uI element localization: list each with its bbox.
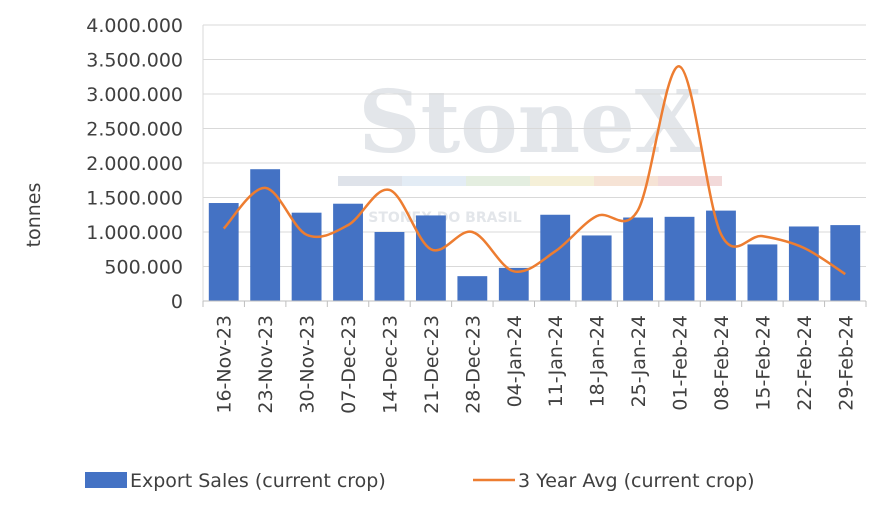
bar bbox=[830, 225, 861, 301]
x-tick-label: 01-Feb-24 bbox=[670, 315, 692, 411]
bar bbox=[208, 203, 239, 301]
watermark-brand: StoneX bbox=[358, 72, 701, 173]
avg-line bbox=[222, 65, 846, 276]
x-tick-label: 21-Dec-23 bbox=[421, 315, 443, 414]
bar bbox=[457, 276, 488, 301]
y-axis-label: tonnes bbox=[23, 183, 45, 248]
x-tick-label: 18-Jan-24 bbox=[587, 315, 609, 407]
x-tick-label: 08-Feb-24 bbox=[711, 315, 733, 411]
x-tick-label: 29-Feb-24 bbox=[835, 315, 857, 411]
bar bbox=[374, 232, 405, 301]
y-tick-label: 1.500.000 bbox=[86, 188, 183, 210]
x-tick-label: 14-Dec-23 bbox=[379, 315, 401, 414]
legend-bar-label: Export Sales (current crop) bbox=[130, 470, 386, 492]
y-tick-labels: 0 500.000 1.000.000 1.500.000 2.000.000 2.500… bbox=[86, 15, 183, 313]
bar bbox=[333, 203, 363, 301]
legend: Export Sales (current crop) 3 Year Avg (c… bbox=[85, 470, 755, 492]
watermark-stripe bbox=[466, 176, 530, 186]
x-tick-label: 11-Jan-24 bbox=[545, 315, 567, 407]
watermark-stripe bbox=[530, 176, 594, 186]
watermark-stripe bbox=[338, 176, 402, 186]
y-tick-label: 4.000.000 bbox=[86, 15, 183, 37]
x-tick-label: 25-Jan-24 bbox=[628, 315, 650, 407]
x-tick-label: 07-Dec-23 bbox=[338, 315, 360, 414]
x-tick-label: 16-Nov-23 bbox=[214, 315, 236, 414]
x-tick-label: 22-Feb-24 bbox=[794, 315, 816, 411]
x-tick-labels: 16-Nov-23 23-Nov-23 30-Nov-23 07-Dec-23 14-D… bbox=[214, 315, 858, 414]
watermark-stripe bbox=[658, 176, 722, 186]
bar bbox=[498, 267, 529, 301]
legend-line-label: 3 Year Avg (current crop) bbox=[518, 470, 755, 492]
x-tick-label: 28-Dec-23 bbox=[462, 315, 484, 414]
y-tick-label: 3.500.000 bbox=[86, 50, 183, 72]
line-series bbox=[222, 65, 846, 276]
x-tick-label: 15-Feb-24 bbox=[752, 315, 774, 411]
axes bbox=[202, 25, 867, 307]
bar bbox=[747, 244, 778, 301]
x-tick-label: 30-Nov-23 bbox=[297, 315, 319, 414]
y-tick-label: 1.000.000 bbox=[86, 222, 183, 244]
bar bbox=[664, 216, 695, 301]
watermark-stripe bbox=[402, 176, 466, 186]
y-tick-label: 3.000.000 bbox=[86, 84, 183, 106]
y-tick-label: 500.000 bbox=[104, 257, 183, 279]
x-tick-label: 04-Jan-24 bbox=[504, 315, 526, 407]
y-tick-label: 2.500.000 bbox=[86, 119, 183, 141]
bar bbox=[788, 226, 819, 301]
y-tick-label: 0 bbox=[171, 291, 183, 313]
bar bbox=[581, 235, 612, 301]
y-tick-label: 2.000.000 bbox=[86, 153, 183, 175]
bar bbox=[623, 217, 654, 301]
watermark-stripe bbox=[594, 176, 658, 186]
bar-series bbox=[208, 169, 861, 301]
bar bbox=[415, 215, 446, 301]
bar bbox=[706, 210, 736, 301]
x-tick-label: 23-Nov-23 bbox=[255, 315, 277, 414]
legend-bar-swatch bbox=[85, 472, 127, 488]
